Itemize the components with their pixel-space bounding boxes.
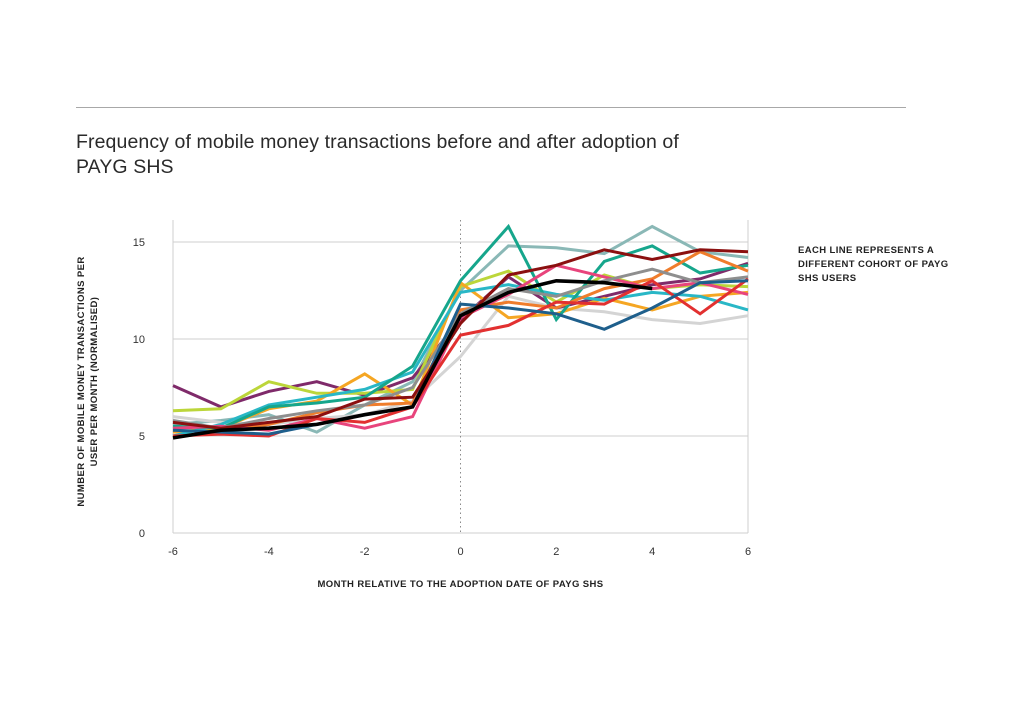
x-tick-label: 2 [553, 546, 559, 558]
series-line-1 [172, 224, 749, 434]
x-tick-label: 6 [745, 546, 751, 558]
y-axis-title-line-2: USER PER MONTH (NORMALISED) [89, 297, 100, 467]
top-divider [76, 107, 906, 108]
series-line-8 [172, 250, 749, 440]
y-tick-label: 0 [139, 528, 145, 540]
y-tick-label: 5 [139, 431, 145, 443]
series-line-11 [172, 277, 749, 438]
y-axis-title-line-1: NUMBER OF MOBILE MONEY TRANSACTIONS PER [76, 256, 87, 506]
cohort-note: EACH LINE REPRESENTS A DIFFERENT COHORT … [798, 245, 949, 284]
x-tick-label: 4 [649, 546, 655, 558]
series-line-7 [172, 223, 749, 430]
series-line-13 [172, 248, 749, 430]
series-lines [172, 223, 749, 440]
x-tick-label: -2 [360, 546, 370, 558]
series-line-14 [172, 278, 653, 440]
chart-title: Frequency of mobile money transactions b… [76, 131, 679, 178]
x-tick-label: -6 [168, 546, 178, 558]
y-tick-labels: 0 5 10 15 [133, 237, 145, 540]
y-tick-label: 10 [133, 334, 145, 346]
x-tick-labels: -6 -4 -2 0 2 4 6 [168, 546, 751, 558]
series-line-12 [172, 279, 749, 436]
x-tick-label: -4 [264, 546, 274, 558]
x-axis-title: MONTH RELATIVE TO THE ADOPTION DATE OF P… [317, 579, 603, 590]
series-line-6 [172, 283, 749, 438]
y-tick-label: 15 [133, 237, 145, 249]
x-tick-label: 0 [457, 546, 463, 558]
